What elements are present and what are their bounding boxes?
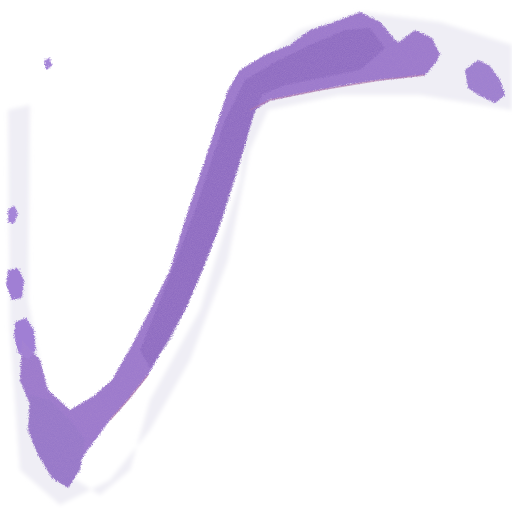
tissue-texture	[20, 12, 505, 488]
tissue-fragment-top-left	[44, 58, 52, 70]
tissue-fragment-left-1	[6, 268, 24, 300]
tissue-edge-stain	[109, 74, 426, 421]
tissue-fragment-left-3	[8, 205, 18, 224]
tissue-halo	[8, 12, 512, 505]
